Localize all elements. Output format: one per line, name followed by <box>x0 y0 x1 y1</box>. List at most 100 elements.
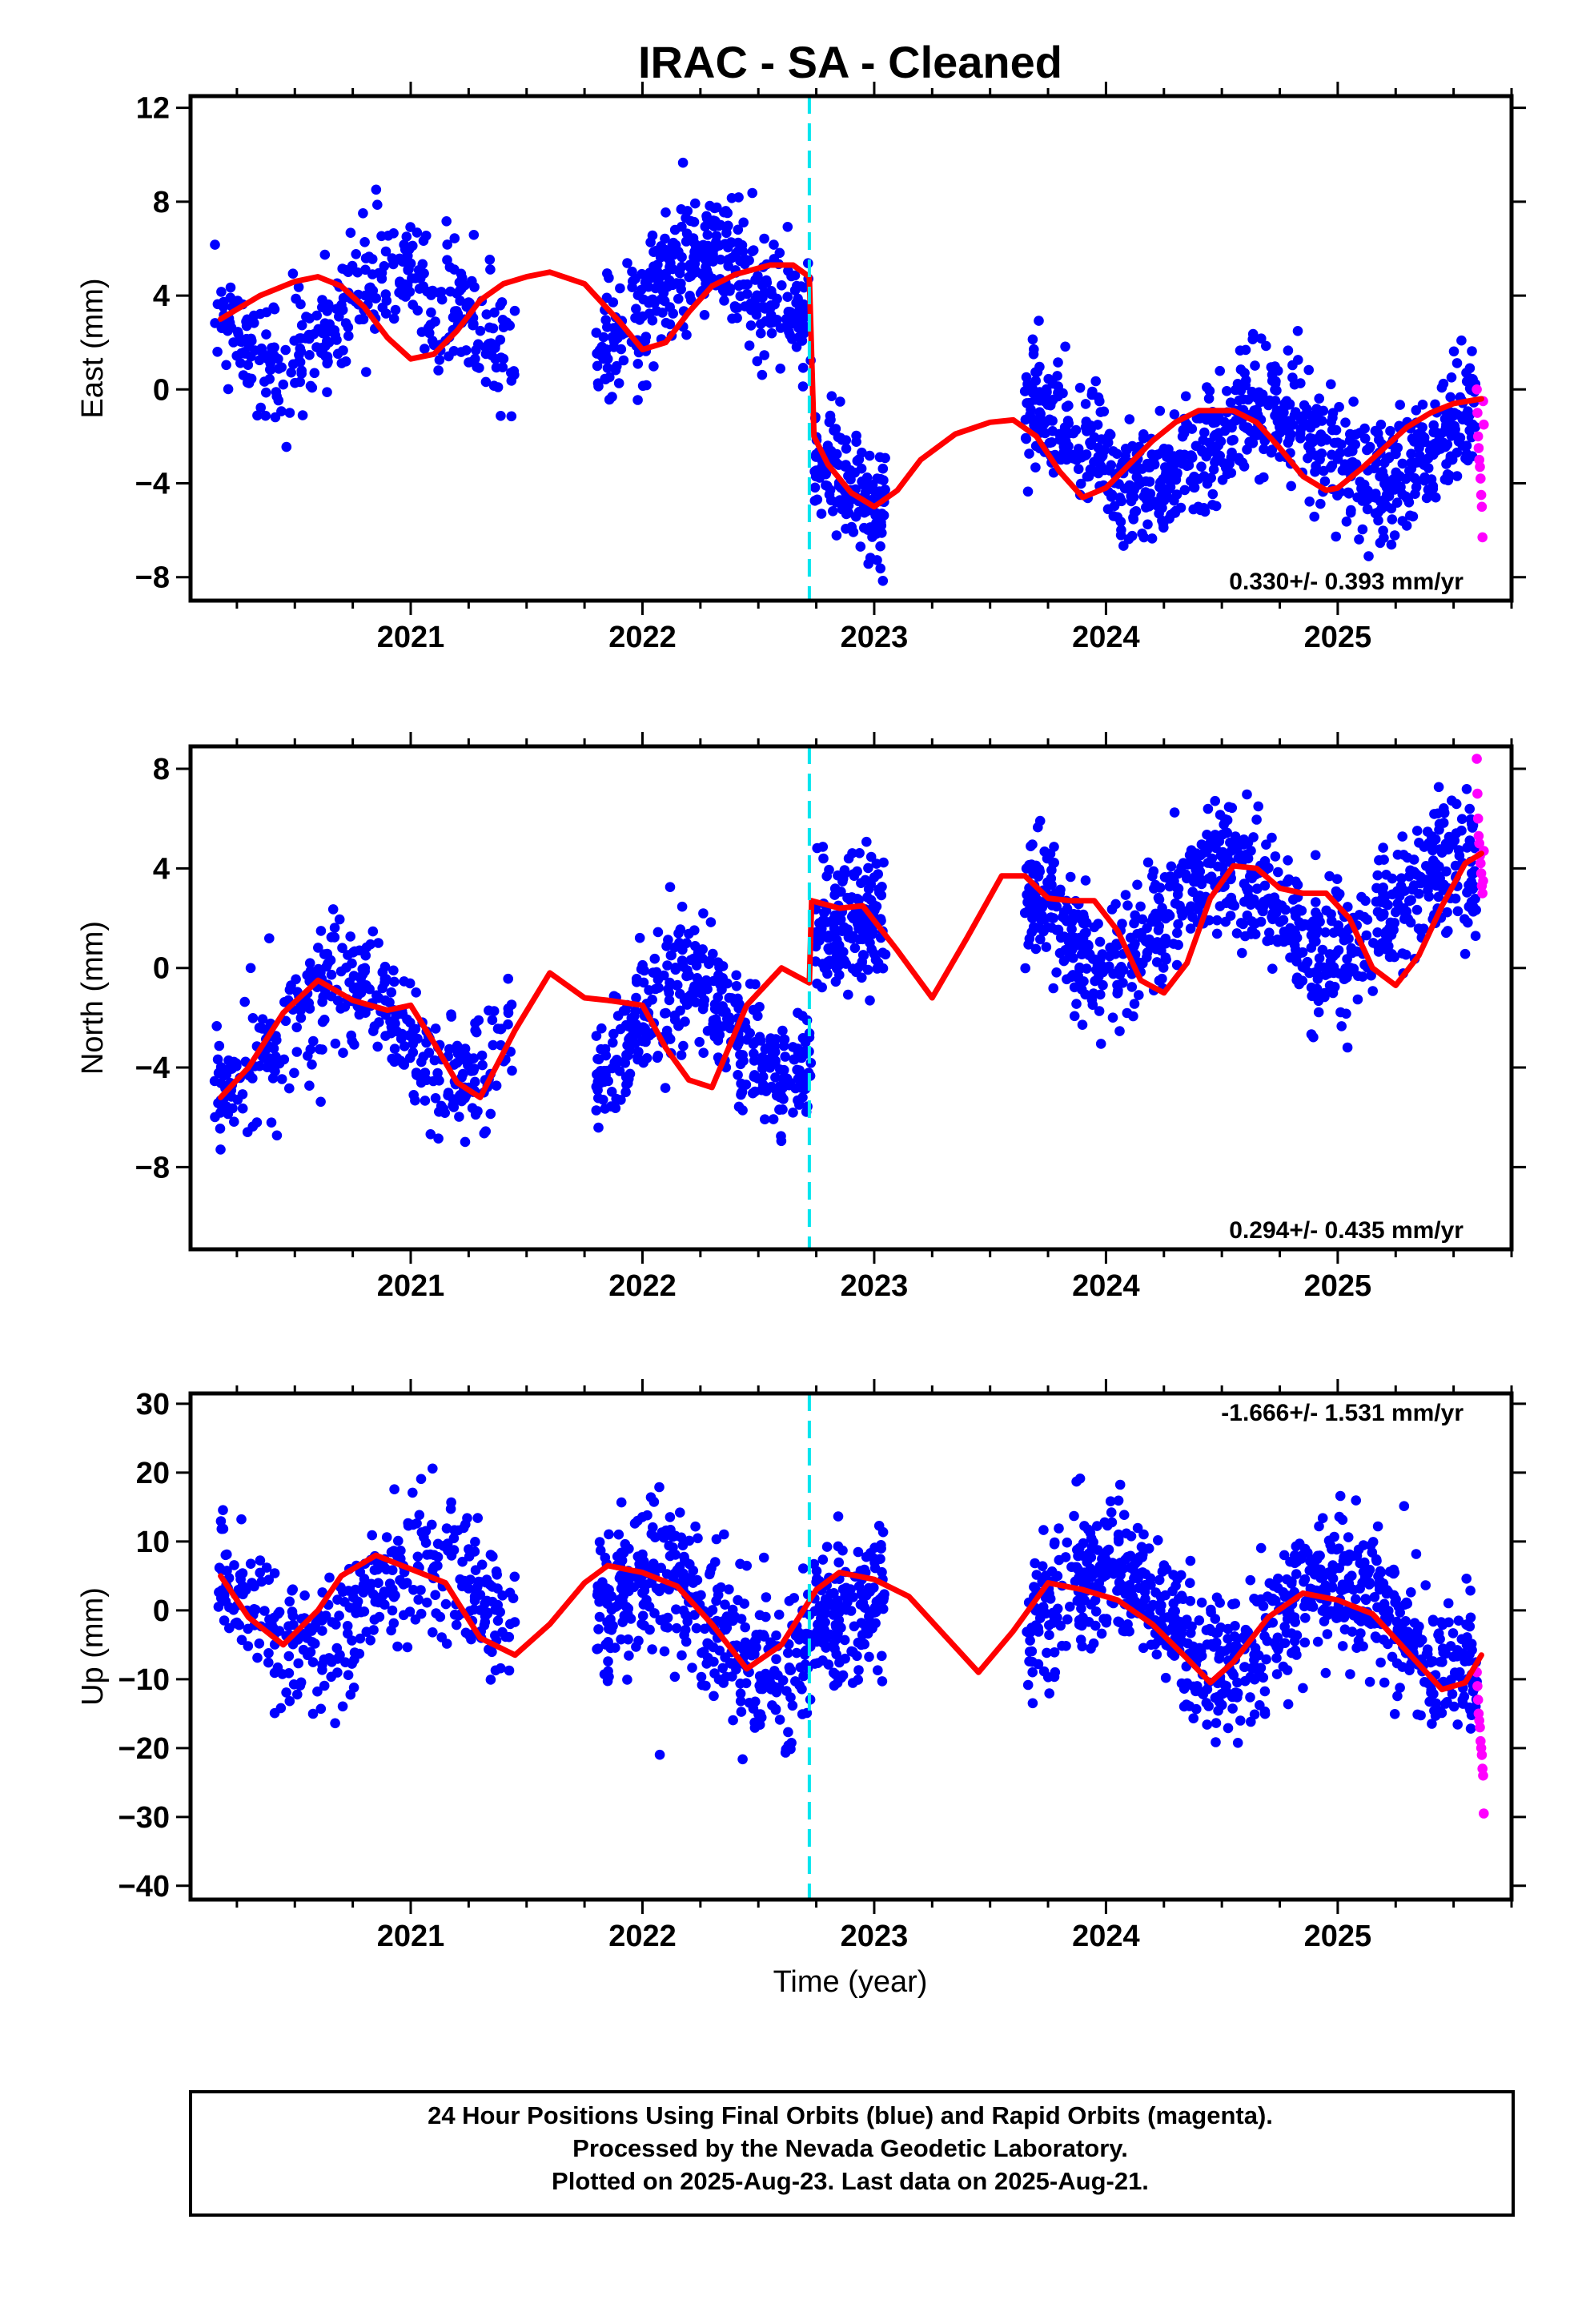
up-point <box>338 1586 348 1597</box>
north-point <box>1321 905 1331 916</box>
up-point <box>771 1654 781 1665</box>
east-point <box>225 282 236 293</box>
east-point <box>1456 335 1467 346</box>
east-point <box>1090 376 1101 387</box>
east-point <box>1178 428 1190 439</box>
east-point <box>1381 453 1392 464</box>
east-point <box>490 353 500 364</box>
north-point <box>1021 863 1032 874</box>
north-point <box>1196 839 1207 850</box>
north-point <box>1166 861 1177 872</box>
up-point <box>870 1606 881 1618</box>
north-point <box>1068 909 1079 919</box>
up-point <box>462 1513 472 1523</box>
north-point <box>507 1065 517 1076</box>
east-point <box>332 348 343 360</box>
north-point <box>1456 814 1468 824</box>
east-point <box>467 275 477 287</box>
east-point <box>1182 420 1193 430</box>
up-point <box>604 1623 614 1634</box>
north-point <box>384 997 395 1007</box>
east-point <box>677 261 687 272</box>
east-point <box>1302 404 1312 415</box>
north-point <box>1074 932 1085 943</box>
north-point <box>1130 910 1140 921</box>
north-point <box>313 943 323 953</box>
east-point <box>841 524 851 534</box>
east-point <box>433 365 444 376</box>
up-point <box>676 1532 687 1543</box>
east-point <box>319 249 331 260</box>
north-point <box>1385 917 1396 928</box>
north-point <box>1151 957 1162 967</box>
north-point <box>1144 934 1154 945</box>
up-point <box>735 1679 745 1689</box>
north-point <box>1097 949 1108 960</box>
east-point <box>1355 428 1365 438</box>
east-point <box>857 447 867 458</box>
up-point <box>457 1556 468 1567</box>
east-point <box>248 310 259 321</box>
north-point <box>251 1117 263 1128</box>
up-point <box>1138 1642 1149 1654</box>
east-point <box>249 318 259 328</box>
north-point <box>1379 854 1389 865</box>
north-point <box>1439 879 1449 891</box>
east-point <box>1464 363 1476 374</box>
east-point <box>1442 439 1453 450</box>
north-point <box>1095 1039 1106 1049</box>
up-point <box>711 1595 721 1606</box>
north-point <box>1221 898 1231 908</box>
north-x-tick-label: 2025 <box>1304 1269 1372 1303</box>
north-point <box>405 1017 416 1028</box>
north-point <box>315 926 327 936</box>
north-point <box>1237 947 1247 959</box>
up-point <box>1261 1654 1271 1665</box>
up-point <box>334 1610 344 1621</box>
north-point <box>837 926 848 936</box>
east-point <box>648 361 659 372</box>
north-point <box>1331 874 1343 884</box>
east-point <box>367 254 378 264</box>
east-point <box>757 369 768 380</box>
north-point <box>1169 807 1180 818</box>
up-point <box>594 1611 605 1622</box>
up-point <box>504 1665 515 1676</box>
up-point <box>1114 1479 1126 1490</box>
east-point <box>1410 489 1420 499</box>
east-point <box>766 328 777 339</box>
north-point <box>1120 890 1131 900</box>
east-point <box>304 350 315 360</box>
east-point <box>210 318 220 328</box>
north-point <box>717 973 728 983</box>
east-point <box>210 239 220 250</box>
east-point <box>287 268 299 279</box>
east-point <box>874 452 885 463</box>
up-point <box>825 1589 836 1599</box>
up-point <box>612 1600 623 1610</box>
north-point <box>413 1071 424 1082</box>
east-point <box>793 323 804 333</box>
east-point <box>769 299 780 310</box>
up-point <box>432 1551 444 1562</box>
north-point <box>1407 883 1418 895</box>
up-point <box>1022 1679 1034 1691</box>
east-point <box>1292 326 1303 336</box>
north-point <box>1210 795 1220 806</box>
north-point <box>817 982 827 993</box>
up-point <box>436 1632 447 1642</box>
east-point <box>241 316 251 327</box>
north-y-tick-label: −4 <box>135 1051 170 1085</box>
east-point <box>1428 420 1439 431</box>
up-point <box>402 1642 413 1653</box>
east-point <box>1340 417 1351 428</box>
north-point <box>1397 831 1407 842</box>
north-point <box>734 1034 745 1045</box>
north-point <box>456 1096 467 1107</box>
east-point <box>243 341 255 352</box>
up-point <box>1086 1599 1096 1610</box>
east-point <box>858 503 869 514</box>
north-point <box>665 882 676 892</box>
east-point <box>304 313 315 324</box>
north-point <box>1171 959 1182 971</box>
